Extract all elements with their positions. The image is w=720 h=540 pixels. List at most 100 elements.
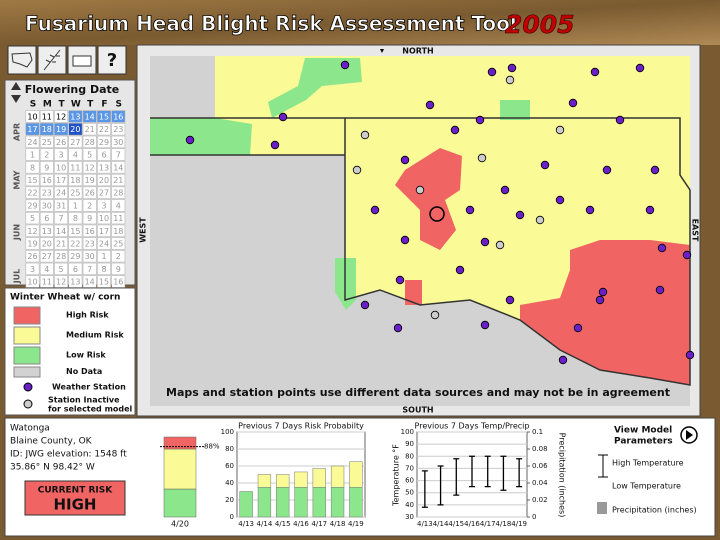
date-cell[interactable] bbox=[54, 148, 69, 161]
date-cell[interactable] bbox=[82, 135, 97, 149]
date-cell[interactable] bbox=[82, 224, 97, 237]
date-cell[interactable] bbox=[82, 237, 97, 250]
date-cell[interactable] bbox=[68, 262, 83, 275]
date-cell[interactable] bbox=[82, 199, 97, 212]
inactive-station[interactable] bbox=[415, 185, 425, 195]
date-cell[interactable] bbox=[54, 110, 69, 123]
station[interactable] bbox=[455, 265, 465, 275]
date-cell[interactable] bbox=[39, 199, 54, 212]
date-cell[interactable] bbox=[54, 224, 69, 237]
next-arrow[interactable] bbox=[11, 95, 21, 103]
date-cell[interactable] bbox=[39, 186, 54, 199]
station[interactable] bbox=[635, 63, 645, 73]
station[interactable] bbox=[340, 60, 350, 70]
station[interactable] bbox=[650, 165, 660, 175]
station[interactable] bbox=[615, 115, 625, 125]
station[interactable] bbox=[685, 350, 695, 360]
station[interactable] bbox=[645, 205, 655, 215]
date-cell[interactable] bbox=[68, 123, 83, 136]
station[interactable] bbox=[395, 275, 405, 285]
station[interactable] bbox=[465, 205, 475, 215]
date-cell[interactable] bbox=[111, 237, 126, 250]
date-cell[interactable] bbox=[82, 148, 97, 161]
inactive-station[interactable] bbox=[430, 310, 440, 320]
inactive-station[interactable] bbox=[360, 130, 370, 140]
date-cell[interactable] bbox=[68, 148, 83, 161]
station[interactable] bbox=[480, 237, 490, 247]
date-cell[interactable] bbox=[39, 224, 54, 237]
prev-arrow[interactable] bbox=[11, 82, 21, 90]
date-cell[interactable] bbox=[111, 224, 126, 237]
date-cell[interactable] bbox=[97, 148, 111, 161]
station[interactable] bbox=[505, 295, 515, 305]
date-cell[interactable] bbox=[25, 250, 40, 263]
date-cell[interactable] bbox=[39, 262, 54, 275]
date-cell[interactable] bbox=[68, 161, 83, 174]
date-cell[interactable] bbox=[82, 212, 97, 225]
date-cell[interactable] bbox=[111, 135, 126, 149]
date-cell[interactable] bbox=[97, 123, 111, 136]
date-cell[interactable] bbox=[82, 173, 97, 187]
date-cell[interactable] bbox=[68, 135, 83, 149]
date-cell[interactable] bbox=[25, 262, 40, 275]
station[interactable] bbox=[590, 67, 600, 77]
date-cell[interactable] bbox=[82, 250, 97, 263]
station[interactable] bbox=[585, 205, 595, 215]
date-cell[interactable] bbox=[25, 148, 40, 161]
date-cell[interactable] bbox=[68, 250, 83, 263]
date-cell[interactable] bbox=[25, 237, 40, 250]
date-cell[interactable] bbox=[97, 173, 111, 187]
date-cell[interactable] bbox=[25, 135, 40, 149]
station[interactable] bbox=[682, 250, 692, 260]
date-cell[interactable] bbox=[68, 237, 83, 250]
station[interactable] bbox=[393, 323, 403, 333]
date-cell[interactable] bbox=[25, 186, 40, 199]
date-cell[interactable] bbox=[97, 199, 111, 212]
station[interactable] bbox=[657, 243, 667, 253]
date-cell[interactable] bbox=[39, 275, 54, 288]
date-cell[interactable] bbox=[97, 224, 111, 237]
station[interactable] bbox=[573, 323, 583, 333]
date-cell[interactable] bbox=[82, 161, 97, 174]
date-cell[interactable] bbox=[68, 199, 83, 212]
date-cell[interactable] bbox=[111, 186, 126, 199]
date-cell[interactable] bbox=[54, 275, 69, 288]
station[interactable] bbox=[598, 287, 608, 297]
date-cell[interactable] bbox=[54, 186, 69, 199]
station[interactable] bbox=[568, 98, 578, 108]
date-cell[interactable] bbox=[82, 262, 97, 275]
date-cell[interactable] bbox=[54, 123, 69, 136]
date-cell[interactable] bbox=[25, 199, 40, 212]
station[interactable] bbox=[450, 125, 460, 135]
station[interactable] bbox=[185, 135, 195, 145]
station[interactable] bbox=[515, 210, 525, 220]
date-cell[interactable] bbox=[68, 275, 83, 288]
date-cell[interactable] bbox=[39, 161, 54, 174]
date-cell[interactable] bbox=[25, 110, 40, 123]
date-cell[interactable] bbox=[39, 110, 54, 123]
station[interactable] bbox=[602, 165, 612, 175]
date-cell[interactable] bbox=[111, 212, 126, 225]
inactive-station[interactable] bbox=[505, 75, 515, 85]
inactive-station[interactable] bbox=[352, 165, 362, 175]
date-cell[interactable] bbox=[39, 135, 54, 149]
date-cell[interactable] bbox=[82, 123, 97, 136]
date-cell[interactable] bbox=[111, 161, 126, 174]
date-cell[interactable] bbox=[111, 148, 126, 161]
station[interactable] bbox=[487, 67, 497, 77]
model-button-label[interactable]: Parameters bbox=[614, 437, 673, 447]
date-cell[interactable] bbox=[111, 275, 126, 288]
date-cell[interactable] bbox=[111, 199, 126, 212]
station[interactable] bbox=[400, 235, 410, 245]
date-cell[interactable] bbox=[39, 173, 54, 187]
date-cell[interactable] bbox=[54, 161, 69, 174]
date-cell[interactable] bbox=[82, 110, 97, 123]
inactive-station[interactable] bbox=[477, 153, 487, 163]
date-cell[interactable] bbox=[54, 237, 69, 250]
date-cell[interactable] bbox=[111, 262, 126, 275]
date-cell[interactable] bbox=[25, 275, 40, 288]
inactive-station[interactable] bbox=[495, 240, 505, 250]
date-cell[interactable] bbox=[111, 123, 126, 136]
station[interactable] bbox=[500, 185, 510, 195]
model-button-label[interactable]: View Model bbox=[614, 426, 672, 436]
